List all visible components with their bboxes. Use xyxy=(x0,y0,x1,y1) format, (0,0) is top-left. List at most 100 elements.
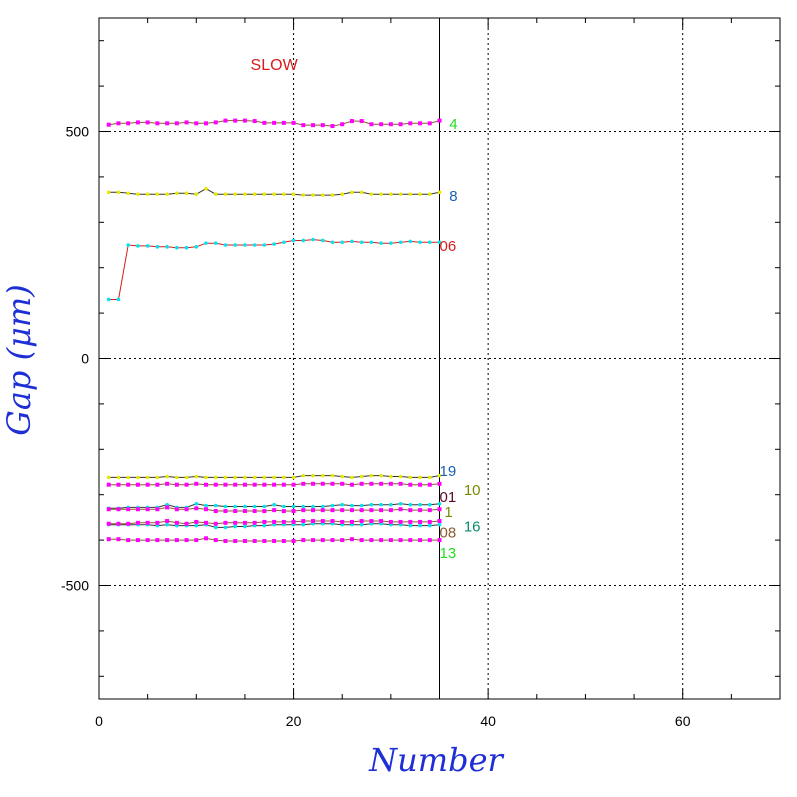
data-point xyxy=(223,192,228,196)
data-point xyxy=(126,507,131,512)
data-point xyxy=(184,507,189,512)
data-point xyxy=(174,507,179,512)
data-point xyxy=(175,245,179,250)
data-point xyxy=(437,507,442,512)
data-point xyxy=(135,520,140,525)
data-point xyxy=(389,474,393,479)
data-point xyxy=(408,475,413,480)
data-point xyxy=(116,475,121,480)
data-point xyxy=(389,192,393,196)
data-point xyxy=(145,244,150,248)
data-point xyxy=(213,525,218,530)
data-point xyxy=(272,539,277,544)
data-point xyxy=(418,508,423,513)
x-tick-label: 20 xyxy=(286,713,302,729)
data-point xyxy=(135,538,140,543)
data-point xyxy=(408,519,413,524)
data-point xyxy=(116,521,121,526)
data-point xyxy=(223,475,228,480)
data-point xyxy=(359,119,364,124)
data-point xyxy=(175,475,179,480)
data-point xyxy=(252,475,257,480)
data-point xyxy=(340,240,345,245)
data-point xyxy=(427,502,432,507)
data-point xyxy=(398,122,403,127)
data-point xyxy=(350,503,354,508)
series-06 xyxy=(106,237,442,302)
data-point xyxy=(165,522,169,527)
data-point xyxy=(233,243,237,247)
data-point xyxy=(320,538,325,543)
data-point xyxy=(135,507,140,512)
data-point xyxy=(330,473,335,478)
series-label: 10 xyxy=(464,482,481,499)
data-point xyxy=(106,122,111,127)
data-point xyxy=(204,186,208,191)
data-point xyxy=(155,245,160,249)
data-point xyxy=(369,519,374,524)
data-point xyxy=(126,482,131,487)
data-point xyxy=(379,502,383,507)
data-point xyxy=(145,520,150,525)
data-point xyxy=(301,193,306,197)
data-point xyxy=(427,508,432,513)
data-point xyxy=(184,191,189,196)
data-point xyxy=(291,120,296,125)
series-8 xyxy=(106,186,442,197)
data-point xyxy=(398,474,403,479)
data-point xyxy=(262,120,267,125)
data-point xyxy=(291,504,296,509)
data-point xyxy=(213,521,218,526)
data-point xyxy=(340,519,345,524)
labels: 4 8 06 19 10 011 16 08 13 SLOW xyxy=(251,57,481,562)
data-point xyxy=(213,509,218,514)
data-point xyxy=(320,508,325,513)
data-point xyxy=(243,475,247,480)
data-point xyxy=(213,120,218,125)
data-point xyxy=(282,240,286,245)
data-point xyxy=(184,475,189,480)
data-point xyxy=(350,190,354,195)
series-label: 19 xyxy=(440,463,457,480)
series-label: 06 xyxy=(440,238,457,255)
data-point xyxy=(213,192,218,196)
data-point xyxy=(320,504,325,509)
data-point xyxy=(427,519,432,524)
data-point xyxy=(437,538,442,543)
series-08 xyxy=(106,519,442,526)
data-point xyxy=(223,525,228,530)
data-point xyxy=(165,538,170,543)
data-point xyxy=(291,192,296,196)
data-point xyxy=(398,519,403,524)
series-label: 08 xyxy=(440,524,457,541)
data-point xyxy=(408,239,413,244)
data-point xyxy=(379,508,384,513)
data-point xyxy=(243,192,247,196)
data-point xyxy=(311,473,315,478)
data-point xyxy=(320,123,325,128)
series-label: 13 xyxy=(440,545,457,562)
data-point xyxy=(330,519,335,524)
data-point xyxy=(320,519,325,524)
data-point xyxy=(243,243,247,247)
data-point xyxy=(136,192,140,196)
data-point xyxy=(398,192,403,196)
data-point xyxy=(408,523,413,528)
data-point xyxy=(106,482,111,487)
data-point xyxy=(213,503,218,508)
data-point xyxy=(330,240,335,245)
data-point xyxy=(311,123,316,128)
data-point xyxy=(213,482,218,487)
data-point xyxy=(204,520,209,525)
data-point xyxy=(272,120,277,125)
data-point xyxy=(330,124,335,129)
data-point xyxy=(301,504,306,509)
data-point xyxy=(194,501,199,506)
data-point xyxy=(126,191,130,196)
data-point xyxy=(359,240,364,245)
data-point xyxy=(194,506,199,511)
data-point xyxy=(272,482,277,487)
data-point xyxy=(301,522,306,527)
data-point xyxy=(291,475,296,480)
